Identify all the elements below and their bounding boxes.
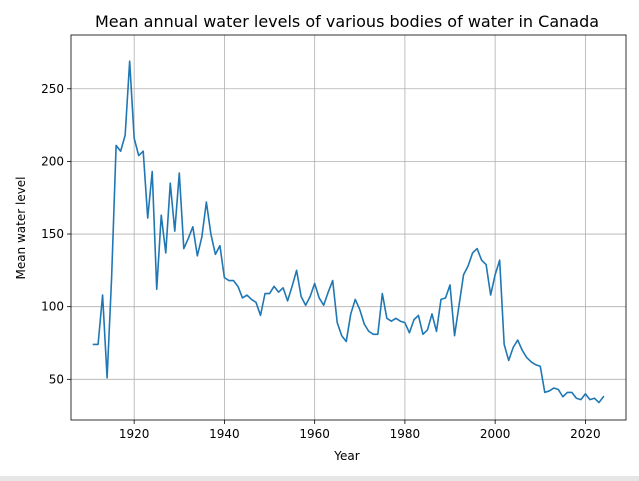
axis-ticks: 1920 1940 1960 1980 2000 2020 50 100 150 200 250: [41, 82, 601, 441]
x-tick-label: 1960: [299, 427, 330, 441]
y-tick-label: 100: [41, 300, 64, 314]
x-tick-label: 1940: [209, 427, 240, 441]
y-tick-label: 150: [41, 227, 64, 241]
plot-area-border: [70, 34, 627, 421]
y-tick-label: 250: [41, 82, 64, 96]
x-axis-label: Year: [333, 449, 359, 463]
x-tick-label: 1980: [390, 427, 421, 441]
x-tick-label: 1920: [119, 427, 150, 441]
series-group: [92, 60, 605, 404]
series-line: [92, 60, 605, 404]
x-tick-label: 2000: [480, 427, 511, 441]
axes-frame: [70, 34, 627, 421]
bottom-bar: [0, 476, 639, 481]
y-axis-label: Mean water level: [14, 176, 28, 279]
chart-title: Mean annual water levels of various bodi…: [95, 12, 599, 31]
grid-lines: [71, 35, 626, 420]
y-tick-label: 200: [41, 154, 64, 168]
y-tick-label: 50: [49, 372, 64, 386]
x-tick-label: 2020: [570, 427, 601, 441]
